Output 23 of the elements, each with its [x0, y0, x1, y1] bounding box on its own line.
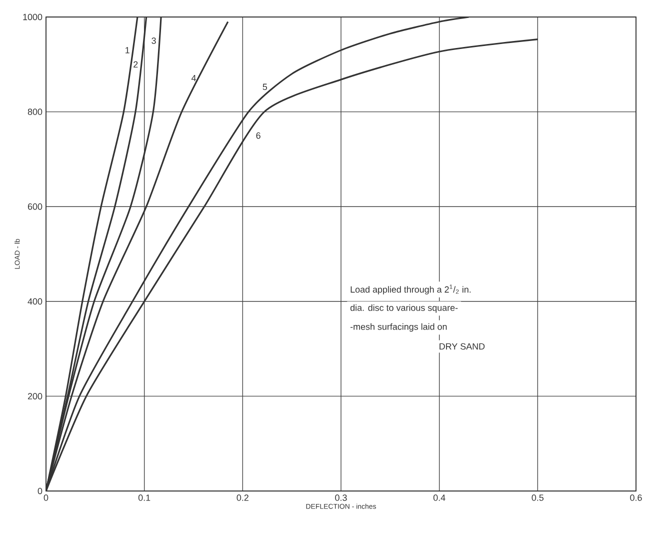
y-tick-label: 400	[28, 298, 42, 305]
x-tick-label: 0.2	[236, 494, 248, 501]
x-tick-label: 0	[44, 494, 48, 501]
y-tick-label: 1000	[23, 14, 42, 20]
x-tick-label: 0.5	[532, 494, 544, 501]
annotation: Load applied through a 2$^{1}$/$_{2}$ in.	[350, 284, 471, 294]
annotation: dia. disc to various square-	[350, 304, 458, 313]
y-tick-label: 600	[28, 203, 42, 210]
series-label: 2	[134, 61, 138, 68]
y-tick-label: 200	[28, 393, 42, 400]
x-tick-label: 0.6	[630, 494, 642, 501]
series-label: 4	[191, 74, 196, 82]
y-tick-label: 800	[28, 108, 42, 115]
x-tick-label: 0.3	[335, 494, 347, 501]
series-label: 5	[262, 84, 268, 90]
series-label: 1	[126, 47, 130, 54]
y-tick-label: 0	[38, 488, 42, 494]
x-tick-label: 0.1	[138, 494, 150, 501]
series-label: 6	[256, 132, 260, 139]
series-label: 3	[152, 38, 156, 44]
annotation: DRY SAND	[440, 343, 485, 350]
annotation: -mesh surfacings laid on	[350, 323, 447, 332]
x-tick-label: 0.4	[433, 494, 446, 501]
